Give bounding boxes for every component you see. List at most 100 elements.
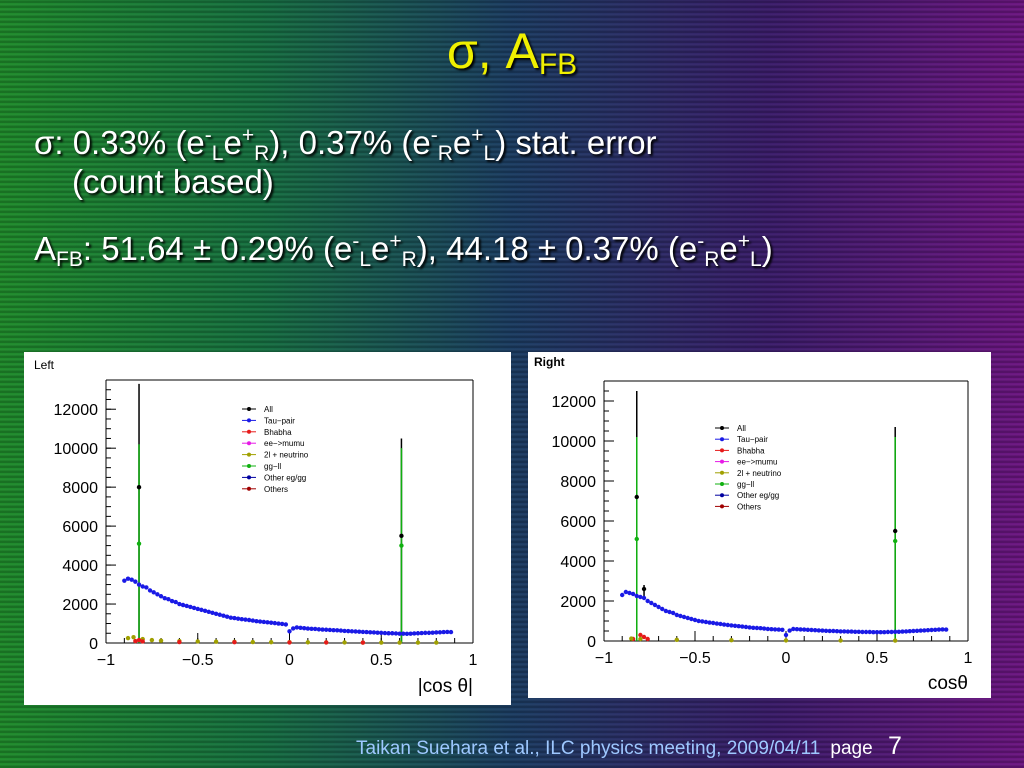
legend-entry: All (737, 424, 746, 433)
data-point (740, 624, 745, 629)
data-point (911, 628, 916, 634)
data-point (867, 629, 872, 635)
data-point (279, 621, 285, 627)
data-point (630, 591, 636, 597)
legend-entry: gg−ll (264, 462, 281, 471)
legend-entry: Others (737, 502, 761, 511)
data-point (364, 629, 369, 635)
data-point (838, 629, 843, 634)
data-point (729, 638, 734, 643)
y-tick-label: 4000 (560, 554, 596, 571)
legend-marker (247, 407, 251, 411)
data-point (287, 640, 292, 645)
data-point (224, 614, 230, 619)
data-point (732, 623, 738, 628)
data-point (399, 543, 404, 548)
data-point (838, 638, 843, 643)
data-point (412, 631, 417, 636)
data-point (714, 621, 720, 626)
data-point (827, 628, 832, 634)
data-point (188, 604, 193, 610)
data-point (342, 628, 347, 634)
x-tick-label: 1 (964, 650, 973, 667)
data-point (871, 630, 876, 635)
y-tick-label: 10000 (54, 441, 99, 458)
data-point (173, 599, 178, 605)
data-point (316, 627, 322, 632)
data-point (195, 639, 200, 644)
data-point (783, 632, 789, 638)
afb-result-line: AFB: 51.64 ± 0.29% (e-Le+R), 44.18 ± 0.3… (34, 230, 773, 271)
data-point (202, 608, 208, 614)
data-point (437, 630, 443, 635)
data-point (133, 579, 138, 584)
data-point (448, 629, 454, 635)
legend-entry: gg−ll (737, 480, 754, 489)
legend-entry: Bhabha (737, 446, 765, 455)
data-point (856, 629, 861, 634)
x-axis-label: |cos θ| (418, 676, 473, 697)
data-point (191, 605, 197, 611)
data-point (149, 637, 155, 643)
y-tick-label: 4000 (62, 558, 98, 575)
data-point (151, 590, 156, 595)
data-point (235, 616, 241, 621)
data-point (133, 638, 138, 644)
data-point (641, 634, 647, 640)
data-point (933, 627, 938, 632)
data-point (166, 596, 171, 602)
data-point (743, 624, 749, 630)
data-point (272, 620, 278, 626)
data-point (751, 625, 756, 630)
data-point (144, 585, 149, 590)
data-point (346, 628, 351, 634)
x-tick-label: 1 (469, 652, 478, 669)
data-point (645, 598, 650, 604)
data-point (678, 613, 683, 619)
data-point (415, 631, 421, 636)
data-point (136, 541, 142, 546)
y-tick-label: 0 (89, 636, 98, 653)
data-point (754, 625, 760, 631)
data-point (721, 622, 727, 627)
data-point (276, 621, 281, 626)
data-point (929, 627, 934, 633)
data-point (769, 627, 774, 632)
data-point (823, 628, 829, 633)
data-point (379, 640, 384, 645)
data-point (177, 601, 182, 607)
x-tick-label: −1 (595, 650, 613, 667)
data-point (900, 629, 905, 634)
data-point (878, 630, 883, 635)
x-tick-label: 0.5 (370, 652, 392, 669)
data-point (656, 604, 661, 610)
footer-citation: Taikan Suehara et al., ILC physics meeti… (356, 738, 821, 759)
panel-label: Right (534, 355, 565, 369)
data-point (261, 619, 267, 625)
data-point (780, 627, 785, 632)
data-point (794, 627, 800, 632)
data-point (257, 619, 263, 624)
data-point (162, 595, 167, 601)
y-tick-label: 0 (587, 634, 596, 651)
y-tick-label: 12000 (552, 394, 597, 411)
right-chart: Right −1 −0.5 0 0.5 1 0 2000 4000 6000 8000 10000 12… (534, 355, 973, 694)
data-point (239, 617, 244, 622)
data-point (802, 627, 807, 632)
data-point (918, 628, 923, 633)
data-point (893, 629, 898, 634)
data-point (445, 629, 450, 635)
data-point (649, 600, 654, 606)
data-point (232, 640, 237, 645)
data-point (629, 636, 634, 641)
data-point (290, 626, 296, 631)
data-point (882, 630, 887, 635)
data-point (772, 627, 778, 632)
data-point (943, 627, 949, 632)
slide-title: σ, AFB (446, 23, 578, 81)
data-point (305, 626, 311, 631)
data-point (390, 631, 395, 636)
data-point (914, 628, 920, 633)
data-point (798, 627, 803, 632)
data-point (776, 627, 781, 632)
